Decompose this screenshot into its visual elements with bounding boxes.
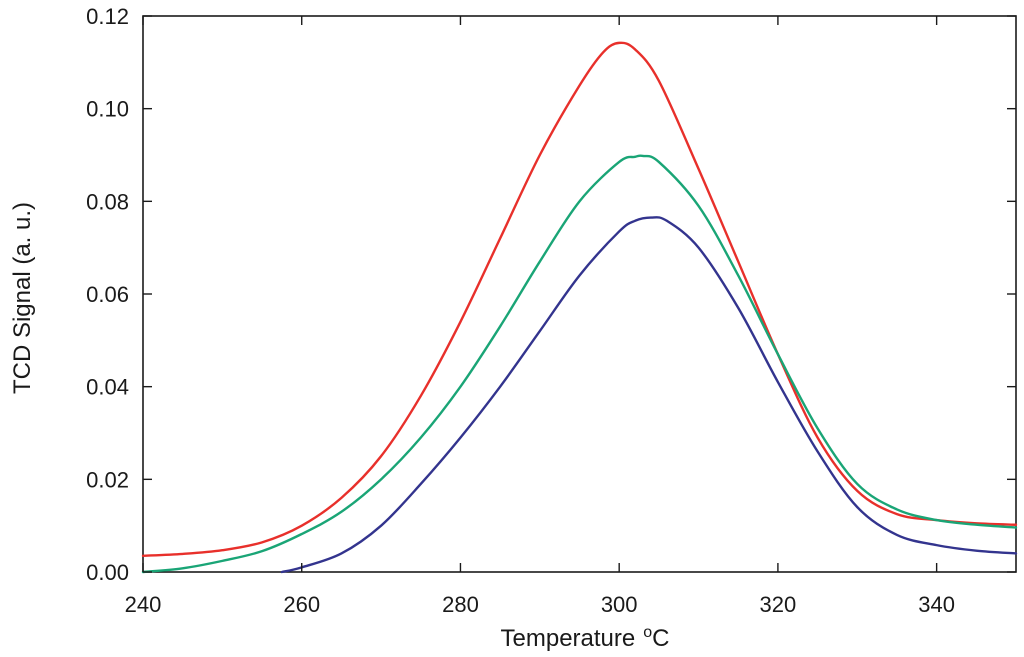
y-tick-label: 0.02 [86,467,129,492]
x-axis-label: Temperature oC [501,624,670,652]
x-tick-label: 340 [918,592,955,617]
x-tick-label: 300 [601,592,638,617]
x-axis-label-text: Temperature [501,625,636,652]
series-line-2 [141,154,1018,574]
x-tick-label: 240 [125,592,162,617]
y-axis-label: TCD Signal (a. u.) [9,202,36,394]
series-layer [141,41,1018,574]
y-tick-label: 0.04 [86,375,129,400]
plot-frame [142,15,1017,573]
x-tick-label: 320 [760,592,797,617]
series-line-3 [280,216,1018,574]
x-tick-label: 280 [442,592,479,617]
y-tick-label: 0.08 [86,189,129,214]
series-line-1 [141,41,1018,557]
y-tick-label: 0.12 [86,4,129,29]
y-tick-label: 0.00 [86,560,129,585]
x-axis-unit-superscript: o [643,624,652,641]
y-tick-label: 0.06 [86,282,129,307]
y-tick-label: 0.10 [86,97,129,122]
x-tick-label: 260 [283,592,320,617]
plot-area [142,15,1017,573]
axes-layer: 240 260 280 300 320 340 0.00 0.02 0.04 0.06 0.08 0.… [86,4,1016,617]
x-axis-unit: C [652,625,669,652]
